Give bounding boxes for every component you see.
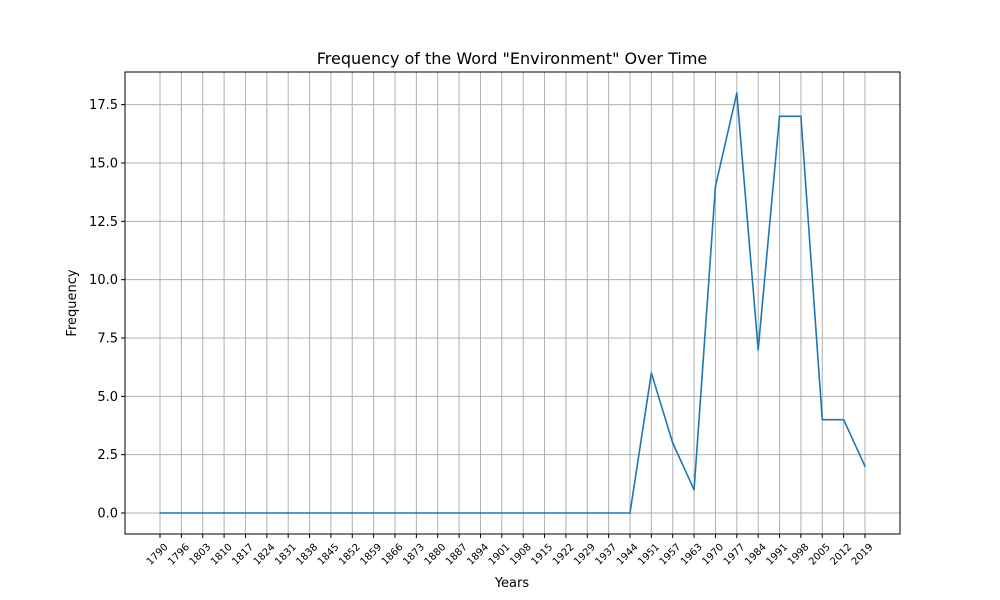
data-point bbox=[244, 512, 247, 514]
plot-frame bbox=[124, 71, 901, 535]
data-point bbox=[522, 512, 524, 514]
x-tick-label: 1873 bbox=[401, 542, 427, 568]
x-tick-label: 1817 bbox=[230, 542, 256, 568]
x-tick-label: 1944 bbox=[615, 542, 641, 568]
data-point bbox=[159, 512, 161, 514]
x-tick-label: 1859 bbox=[359, 542, 385, 568]
data-point bbox=[308, 512, 311, 514]
y-axis-label: Frequency bbox=[65, 269, 80, 336]
data-point bbox=[736, 92, 738, 94]
data-point bbox=[479, 512, 482, 514]
y-tick-label: 10.0 bbox=[89, 273, 118, 288]
data-point bbox=[650, 372, 653, 374]
x-axis: 1790179618031810181718241831183818451852… bbox=[145, 534, 876, 568]
data-point bbox=[223, 512, 225, 514]
data-point bbox=[436, 512, 439, 514]
data-point bbox=[671, 442, 674, 444]
x-tick-label: 1845 bbox=[316, 542, 342, 568]
x-tick-label: 1977 bbox=[722, 542, 748, 568]
x-tick-label: 2012 bbox=[829, 542, 855, 568]
x-tick-label: 1970 bbox=[700, 542, 726, 568]
x-axis-label: Years bbox=[494, 576, 530, 591]
x-tick-label: 1796 bbox=[166, 542, 192, 568]
x-tick-label: 1963 bbox=[679, 542, 705, 568]
data-point bbox=[287, 512, 289, 514]
data-point bbox=[693, 488, 695, 491]
x-tick-label: 1991 bbox=[764, 542, 790, 568]
x-tick-label: 1894 bbox=[465, 542, 491, 568]
x-tick-label: 1901 bbox=[487, 542, 513, 568]
x-tick-label: 2005 bbox=[807, 542, 833, 568]
x-tick-label: 1838 bbox=[294, 542, 320, 568]
x-tick-label: 1929 bbox=[572, 542, 598, 568]
x-tick-label: 1951 bbox=[636, 542, 662, 568]
data-point bbox=[330, 512, 332, 514]
data-point bbox=[266, 512, 268, 514]
data-point bbox=[714, 185, 717, 188]
x-tick-label: 1803 bbox=[188, 542, 214, 568]
data-point bbox=[778, 115, 781, 118]
data-point bbox=[180, 512, 183, 514]
x-tick-label: 1957 bbox=[658, 542, 684, 568]
x-tick-label: 1887 bbox=[444, 542, 470, 568]
x-tick-label: 1790 bbox=[145, 542, 171, 568]
y-tick-label: 0.0 bbox=[97, 507, 118, 522]
data-point bbox=[415, 512, 418, 514]
x-tick-label: 1880 bbox=[423, 542, 449, 568]
x-tick-label: 1824 bbox=[252, 542, 278, 568]
x-tick-label: 1908 bbox=[508, 542, 534, 568]
series-layer bbox=[159, 92, 866, 514]
y-tick-label: 15.0 bbox=[89, 157, 118, 172]
data-point bbox=[201, 512, 204, 514]
x-tick-label: 1866 bbox=[380, 542, 406, 568]
data-point bbox=[757, 348, 759, 351]
data-point bbox=[821, 418, 824, 421]
x-tick-label: 2019 bbox=[850, 542, 876, 568]
series-line bbox=[160, 92, 866, 514]
x-tick-label: 1852 bbox=[337, 542, 363, 568]
y-tick-label: 7.5 bbox=[97, 332, 118, 347]
x-tick-label: 1915 bbox=[529, 542, 555, 568]
chart-title: Frequency of the Word "Environment" Over… bbox=[317, 49, 708, 68]
data-point bbox=[864, 465, 866, 468]
data-point bbox=[607, 512, 610, 514]
x-tick-label: 1831 bbox=[273, 542, 299, 568]
data-point bbox=[842, 418, 845, 421]
data-point bbox=[351, 512, 354, 514]
x-tick-label: 1937 bbox=[594, 542, 620, 568]
data-point bbox=[372, 512, 375, 514]
y-tick-label: 5.0 bbox=[97, 390, 118, 405]
y-tick-label: 2.5 bbox=[97, 448, 118, 463]
data-point bbox=[501, 512, 503, 514]
data-point bbox=[586, 512, 589, 514]
data-point bbox=[394, 512, 396, 514]
y-tick-label: 17.5 bbox=[89, 98, 118, 113]
grid bbox=[125, 72, 900, 534]
data-point bbox=[629, 512, 631, 514]
y-tick-label: 12.5 bbox=[89, 215, 118, 230]
x-tick-label: 1998 bbox=[786, 542, 812, 568]
data-point bbox=[565, 512, 567, 514]
data-point bbox=[458, 512, 460, 514]
y-axis: 0.0 2.5 5.0 7.5 10.0 12.5 15.0 17.5 bbox=[89, 98, 125, 522]
x-tick-label: 1810 bbox=[209, 542, 235, 568]
x-tick-label: 1922 bbox=[551, 542, 577, 568]
data-point bbox=[543, 512, 546, 514]
data-point bbox=[800, 115, 802, 118]
x-tick-label: 1984 bbox=[743, 542, 769, 568]
